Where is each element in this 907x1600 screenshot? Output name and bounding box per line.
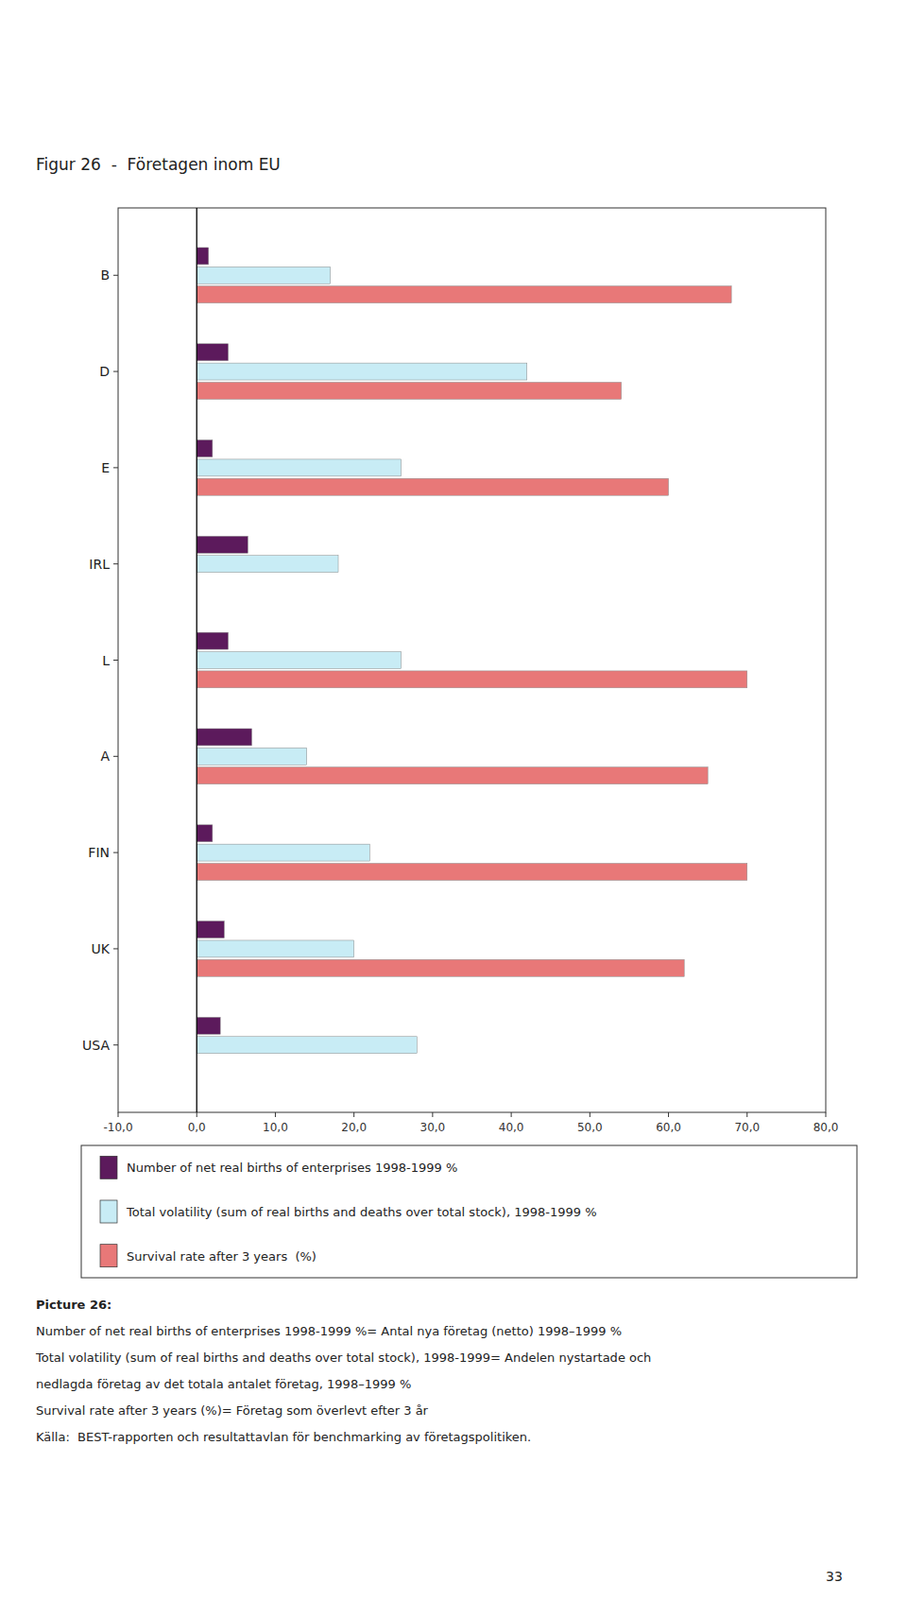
y-tick	[113, 274, 119, 276]
x-tick-label: 70,0	[734, 1120, 760, 1134]
bar	[196, 247, 208, 265]
bar	[196, 670, 748, 688]
x-tick	[589, 1112, 591, 1117]
caption-line: Källa: BEST-rapporten och resultattavlan…	[35, 1429, 531, 1444]
bar	[196, 266, 330, 284]
bar	[196, 921, 224, 939]
x-tick-label: 60,0	[655, 1120, 682, 1134]
bar	[196, 343, 228, 361]
x-tick	[825, 1112, 827, 1117]
bar	[196, 863, 748, 881]
title: Figur 26 - Företagen inom EU	[35, 154, 281, 174]
x-tick-label: 0,0	[188, 1120, 206, 1134]
zero-line	[196, 207, 198, 1113]
legend-label: Survival rate after 3 years (%)	[126, 1249, 317, 1264]
x-tick-label: 40,0	[498, 1120, 525, 1134]
x-tick	[667, 1112, 669, 1117]
legend-label: Number of net real births of enterprises…	[126, 1160, 458, 1175]
bar	[196, 843, 370, 861]
x-tick	[274, 1112, 276, 1117]
bar	[196, 767, 708, 785]
bar	[196, 958, 685, 976]
x-tick-label: 10,0	[262, 1120, 289, 1134]
bar	[196, 651, 401, 669]
legend-swatch	[100, 1199, 118, 1223]
legend-label: Total volatility (sum of real births and…	[125, 1204, 598, 1219]
y-tick-label: B	[100, 267, 110, 283]
bar	[196, 632, 228, 650]
y-tick-label: D	[99, 363, 110, 379]
bar	[196, 381, 621, 399]
x-tick	[431, 1112, 433, 1117]
y-tick	[113, 755, 119, 757]
page-number: 33	[825, 1568, 843, 1584]
bar	[196, 440, 213, 458]
caption-line: Number of net real births of enterprises…	[35, 1323, 622, 1338]
y-tick-label: UK	[91, 941, 111, 957]
caption-line: nedlagda företag av det totala antalet f…	[35, 1376, 411, 1391]
x-tick-label: 50,0	[577, 1120, 603, 1134]
legend-swatch	[100, 1155, 118, 1179]
y-tick	[113, 466, 119, 468]
bar	[196, 535, 248, 553]
caption-line: Total volatility (sum of real births and…	[34, 1350, 651, 1365]
y-tick	[113, 659, 119, 661]
background	[0, 0, 907, 1600]
y-tick-label: L	[102, 652, 110, 668]
bar	[196, 728, 252, 746]
bar	[196, 478, 668, 496]
y-tick	[113, 947, 119, 949]
x-tick-label: 30,0	[420, 1120, 446, 1134]
y-tick-label: USA	[82, 1037, 110, 1053]
x-tick-label: 80,0	[813, 1120, 839, 1134]
y-tick	[113, 1043, 119, 1045]
legend-box	[81, 1145, 857, 1278]
x-tick-label: 20,0	[341, 1120, 367, 1134]
x-tick	[196, 1112, 198, 1117]
bar	[196, 747, 308, 765]
y-tick-label: IRL	[88, 556, 110, 572]
caption-line: Picture 26:	[35, 1297, 112, 1312]
x-tick	[118, 1112, 120, 1117]
y-tick-label: A	[100, 748, 110, 764]
bar	[196, 1016, 221, 1034]
x-tick	[353, 1112, 355, 1117]
y-tick	[113, 852, 119, 854]
caption-line: Survival rate after 3 years (%)= Företag…	[35, 1403, 429, 1418]
x-tick	[511, 1112, 513, 1117]
x-tick-label: -10,0	[102, 1120, 133, 1134]
bar	[196, 459, 401, 477]
legend-swatch	[100, 1244, 118, 1267]
y-tick-label: FIN	[87, 844, 110, 860]
bar	[196, 824, 213, 842]
bar	[196, 1036, 417, 1054]
x-tick	[746, 1112, 748, 1117]
bar	[196, 286, 732, 304]
y-tick-label: E	[101, 460, 110, 476]
bar	[196, 555, 339, 573]
bars	[196, 247, 748, 1054]
y-tick	[113, 563, 119, 565]
bar	[196, 940, 354, 958]
y-tick	[113, 371, 119, 373]
plot-frame	[118, 207, 826, 1113]
chart: Figur 26 - Företagen inom EU -10,0 0,0 10,0…	[0, 0, 907, 1600]
bar	[196, 362, 528, 380]
